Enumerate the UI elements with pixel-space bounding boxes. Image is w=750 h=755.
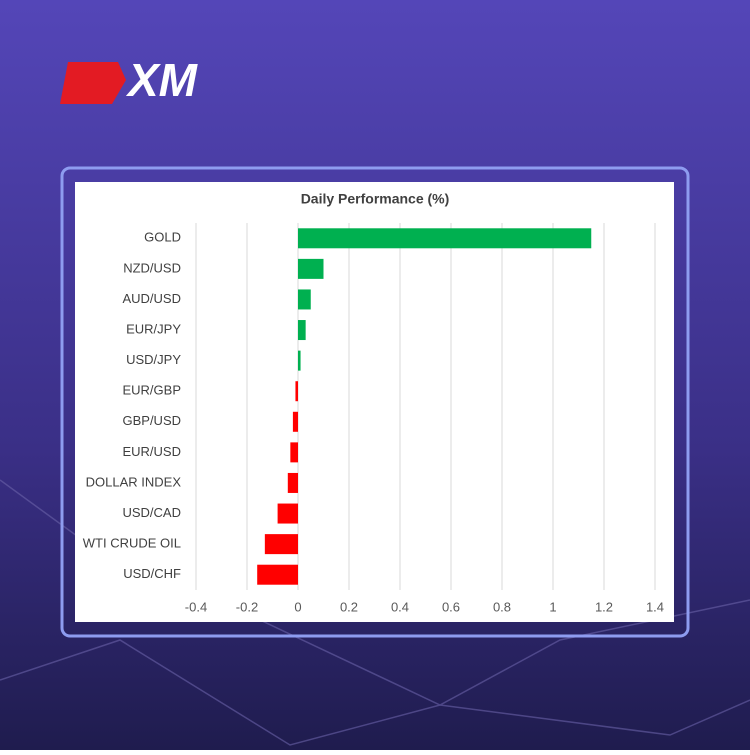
y-tick-label: WTI CRUDE OIL bbox=[83, 536, 181, 551]
bar bbox=[257, 564, 298, 585]
x-tick-label: 0.2 bbox=[340, 599, 358, 614]
logo: XM bbox=[60, 54, 199, 106]
y-tick-label: NZD/USD bbox=[123, 260, 181, 275]
y-tick-label: DOLLAR INDEX bbox=[86, 474, 182, 489]
y-tick-label: USD/JPY bbox=[126, 352, 181, 367]
y-tick-label: USD/CHF bbox=[123, 566, 181, 581]
x-tick-label: 1.4 bbox=[646, 599, 664, 614]
y-tick-label: USD/CAD bbox=[122, 505, 181, 520]
bar bbox=[298, 289, 311, 310]
bar bbox=[287, 472, 298, 493]
chart-area bbox=[75, 182, 674, 622]
y-tick-label: EUR/USD bbox=[122, 444, 181, 459]
bar bbox=[290, 442, 298, 463]
x-tick-label: -0.2 bbox=[236, 599, 258, 614]
chart-frame bbox=[60, 166, 690, 638]
logo-text: XM bbox=[125, 54, 199, 106]
bar bbox=[298, 350, 301, 371]
x-tick-label: 0.4 bbox=[391, 599, 409, 614]
bar bbox=[264, 534, 298, 555]
y-tick-label: EUR/JPY bbox=[126, 321, 181, 336]
x-tick-label: 1 bbox=[549, 599, 556, 614]
plot: -0.4 -0.2 0 0.2 0.4 0.6 0.8 1 1.2 1.4 GOLD NZD/USD A… bbox=[83, 223, 664, 614]
y-tick-label: AUD/USD bbox=[122, 291, 181, 306]
x-tick-label: 0.6 bbox=[442, 599, 460, 614]
bar bbox=[298, 228, 592, 249]
chart-title: Daily Performance (%) bbox=[301, 191, 450, 207]
bar bbox=[298, 258, 324, 279]
bar bbox=[298, 320, 306, 341]
bar bbox=[292, 411, 298, 432]
y-tick-label: EUR/GBP bbox=[122, 383, 181, 398]
bar bbox=[277, 503, 298, 524]
bar bbox=[295, 381, 298, 402]
x-tick-label: 0 bbox=[294, 599, 301, 614]
y-tick-label: GOLD bbox=[144, 230, 181, 245]
x-tick-label: 0.8 bbox=[493, 599, 511, 614]
logo-mark bbox=[60, 62, 126, 104]
x-tick-label: 1.2 bbox=[595, 599, 613, 614]
x-tick-label: -0.4 bbox=[185, 599, 207, 614]
y-tick-label: GBP/USD bbox=[122, 413, 181, 428]
